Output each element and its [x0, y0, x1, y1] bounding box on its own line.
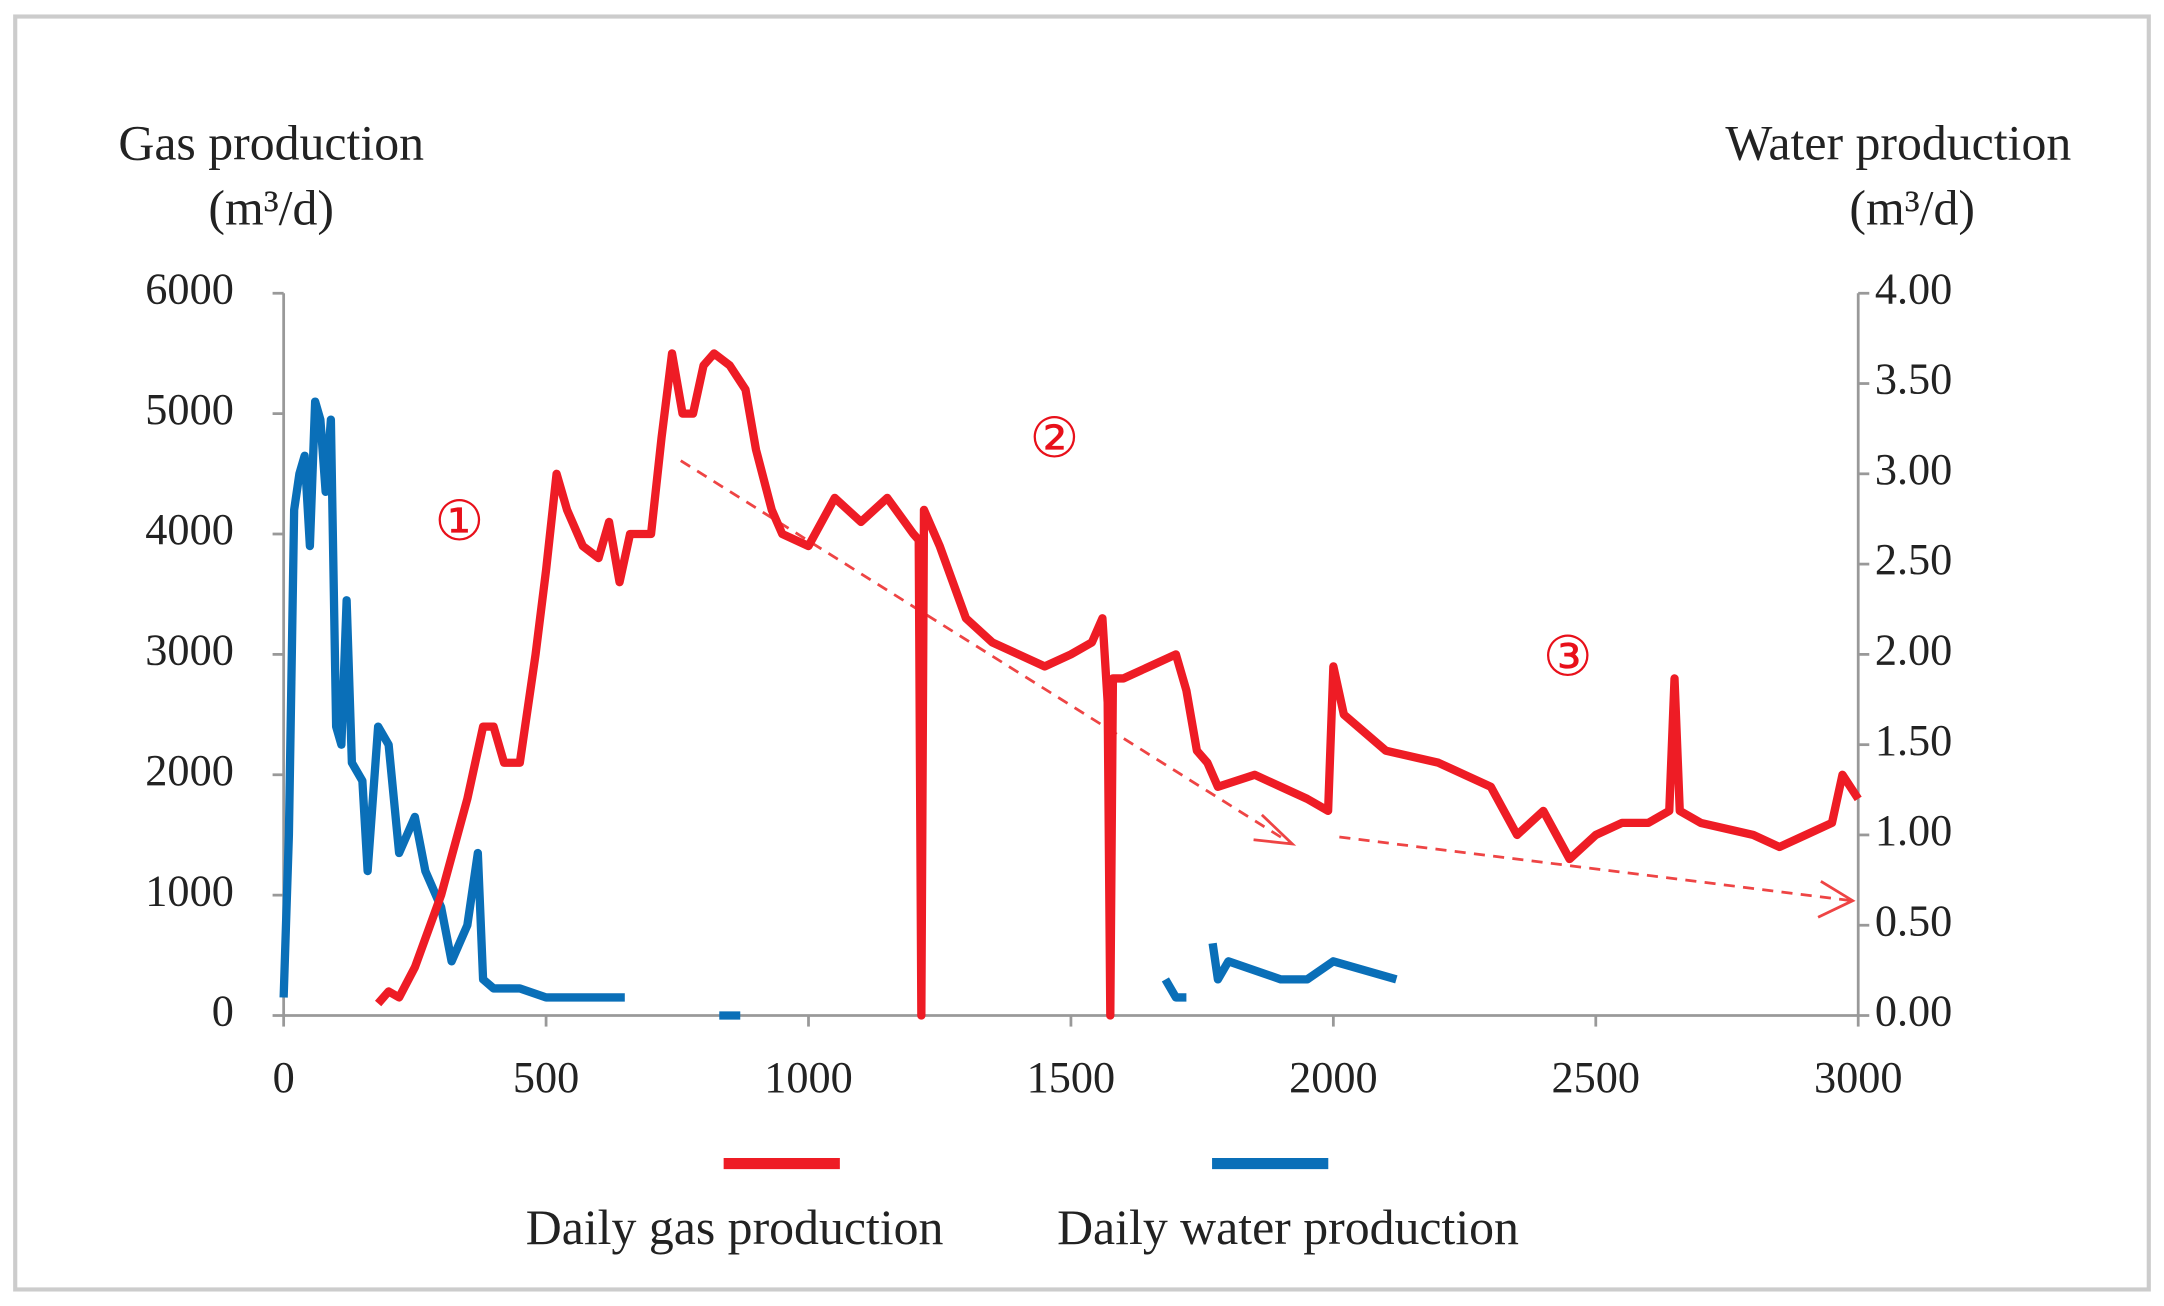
y2-tick-label: 3.00 [1875, 445, 1952, 494]
y-tick-label: 6000 [145, 264, 234, 313]
y-tick-label: 0 [212, 987, 234, 1036]
series-line [374, 349, 1862, 1020]
y2-axis-unit: (m³/d) [1849, 180, 1975, 235]
y-tick-label: 2000 [145, 746, 234, 795]
y2-axis-title: Water production [1725, 115, 2071, 170]
annotation: ② [1030, 408, 1080, 469]
y2-tick-label: 4.00 [1875, 264, 1952, 313]
y2-tick-label: 0.50 [1875, 896, 1952, 945]
y-tick-label: 4000 [145, 505, 234, 554]
x-tick-label: 0 [273, 1053, 295, 1102]
y2-tick-label: 0.00 [1875, 987, 1952, 1036]
x-tick-label: 1000 [764, 1053, 853, 1102]
annotation: ① [435, 491, 485, 552]
x-tick-label: 2000 [1289, 1053, 1378, 1102]
y-axis-unit: (m³/d) [208, 180, 334, 235]
legend-label: Daily water production [1057, 1200, 1519, 1255]
y-tick-label: 5000 [145, 385, 234, 434]
x-tick-label: 3000 [1814, 1053, 1903, 1102]
y2-tick-label: 2.00 [1875, 626, 1952, 675]
annotation: ③ [1543, 626, 1593, 687]
x-tick-label: 500 [513, 1053, 579, 1102]
y-tick-label: 3000 [145, 626, 234, 675]
y2-tick-label: 1.00 [1875, 806, 1952, 855]
x-tick-label: 1500 [1027, 1053, 1116, 1102]
y2-tick-label: 1.50 [1875, 716, 1952, 765]
legend-label: Daily gas production [526, 1200, 944, 1255]
y-tick-label: 1000 [145, 866, 234, 915]
frame [13, 14, 2151, 1292]
x-tick-label: 2500 [1552, 1053, 1641, 1102]
y2-tick-label: 2.50 [1875, 535, 1952, 584]
y-axis-title: Gas production [118, 115, 424, 170]
y2-tick-label: 3.50 [1875, 355, 1952, 404]
